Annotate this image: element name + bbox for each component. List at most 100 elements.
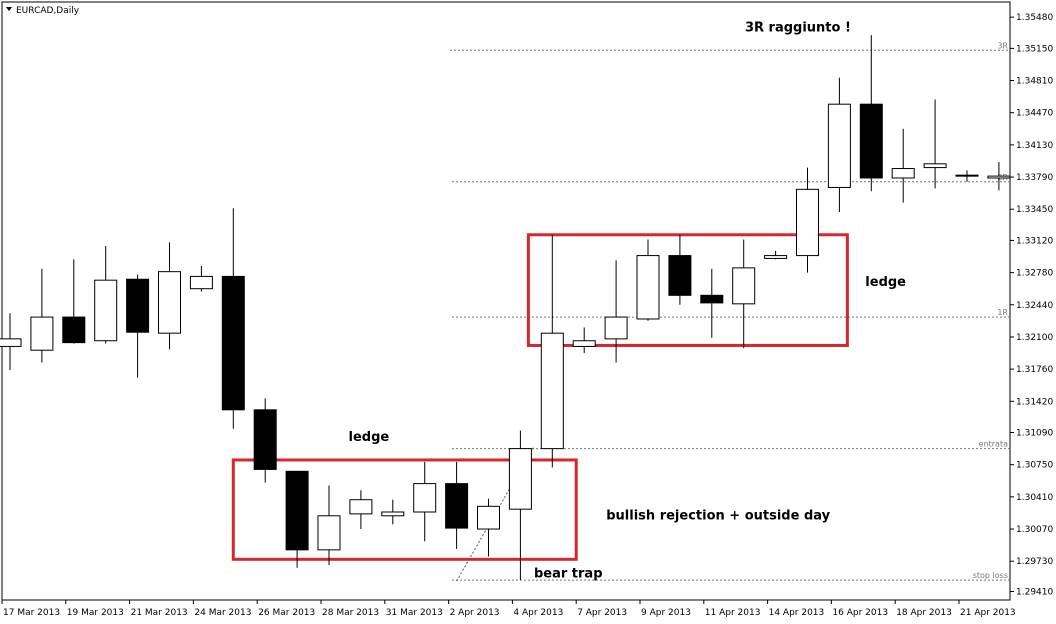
candles-layer (0, 35, 1011, 581)
annotations-layer: 3R raggiunto ! ledge ledge bullish rejectio… (349, 20, 907, 581)
candle-body (126, 278, 150, 333)
level-label: entrata (979, 440, 1008, 449)
candle (796, 167, 819, 273)
y-tick-label: 1.32780 (1016, 269, 1053, 279)
x-tick-label: 7 Apr 2013 (577, 608, 627, 618)
candle-body (636, 255, 660, 320)
candle (381, 499, 405, 525)
candle-body (285, 470, 309, 551)
candle (891, 128, 915, 203)
candle (732, 239, 756, 349)
candle-body (859, 103, 883, 179)
y-tick-label: 1.35150 (1016, 44, 1053, 54)
annotation-text: bear trap (534, 566, 603, 581)
x-tick-label: 18 Apr 2013 (896, 608, 952, 618)
candle (253, 398, 277, 483)
annotation-text: 3R raggiunto ! (745, 20, 851, 35)
x-tick-label: 4 Apr 2013 (513, 608, 563, 618)
candle-body (0, 338, 22, 347)
candle-body (413, 483, 437, 513)
candle (668, 234, 692, 305)
candle (126, 274, 150, 378)
candle (317, 485, 341, 565)
y-tick-label: 1.30070 (1016, 525, 1053, 535)
candle (700, 268, 724, 338)
x-tick-label: 28 Mar 2013 (322, 608, 379, 618)
x-tick-label: 21 Apr 2013 (960, 608, 1016, 618)
x-tick-label: 21 Mar 2013 (131, 608, 188, 618)
chart-title[interactable]: EURCAD,Daily (6, 6, 80, 16)
level-label: 1R (997, 308, 1008, 317)
candle (189, 265, 213, 292)
y-tick-label: 1.32100 (1016, 333, 1053, 343)
candle-body (445, 483, 469, 529)
candle-body (827, 103, 851, 188)
candle-body (540, 332, 564, 450)
candle (94, 246, 118, 344)
y-tick-label: 1.34470 (1016, 109, 1053, 119)
candle-body (253, 409, 277, 470)
x-tick-label: 2 Apr 2013 (450, 608, 500, 618)
candle-body (923, 163, 947, 169)
candle-body (381, 511, 405, 517)
chevron-down-icon[interactable] (6, 7, 12, 11)
symbol-timeframe-label: EURCAD,Daily (16, 6, 80, 16)
candle-body (604, 316, 628, 340)
candle (636, 239, 660, 321)
candle-body (30, 316, 54, 351)
candle (158, 242, 181, 350)
candle (221, 208, 245, 429)
candle (30, 268, 54, 363)
y-tick-label: 1.31420 (1016, 397, 1053, 407)
y-tick-label: 1.31760 (1016, 365, 1053, 375)
candle (572, 327, 596, 354)
x-tick-label: 16 Apr 2013 (832, 608, 888, 618)
y-tick-label: 1.35480 (1016, 13, 1053, 23)
candle-body (317, 515, 341, 551)
candle-body (764, 255, 788, 259)
y-tick-label: 1.33450 (1016, 205, 1053, 215)
y-tick-label: 1.30750 (1016, 461, 1053, 471)
level-label: 3R (997, 41, 1008, 50)
y-tick-label: 1.29410 (1016, 587, 1053, 597)
candle (508, 430, 532, 581)
candle-body (572, 340, 596, 347)
candle (285, 470, 309, 568)
candle (923, 99, 947, 189)
candle-body (955, 174, 979, 177)
candle (540, 234, 564, 468)
candle (604, 260, 628, 363)
candle-body (349, 499, 373, 515)
candle-body (796, 188, 819, 257)
candle (62, 259, 86, 344)
x-tick-label: 19 Mar 2013 (67, 608, 124, 618)
y-tick-label: 1.30410 (1016, 493, 1053, 503)
lower-ledge-box (231, 458, 578, 561)
candle-body (221, 275, 245, 411)
candle (349, 490, 373, 530)
y-tick-label: 1.32440 (1016, 301, 1053, 311)
x-tick-label: 31 Mar 2013 (386, 608, 443, 618)
candle (859, 35, 883, 192)
candle (0, 313, 22, 371)
x-tick-label: 11 Apr 2013 (705, 608, 761, 618)
candle-body (158, 271, 181, 334)
y-axis: 1.35480 1.35150 1.34810 1.34470 1.34130 1.337… (1010, 13, 1053, 597)
y-tick-label: 1.31090 (1016, 429, 1053, 439)
annotation-text: ledge (349, 430, 390, 445)
candle-body (668, 255, 692, 296)
annotation-text: bullish rejection + outside day (606, 509, 830, 524)
candle-body (94, 279, 118, 342)
x-tick-label: 26 Mar 2013 (258, 608, 315, 618)
candle (827, 77, 851, 213)
candle-body (477, 505, 500, 530)
candle-body (987, 175, 1011, 179)
candle (955, 170, 979, 182)
candle (413, 461, 437, 542)
candle (445, 461, 469, 549)
candle-body (732, 267, 756, 305)
annotation-text: ledge (865, 275, 906, 290)
level-label: stop loss (973, 571, 1008, 580)
candle (477, 498, 500, 557)
